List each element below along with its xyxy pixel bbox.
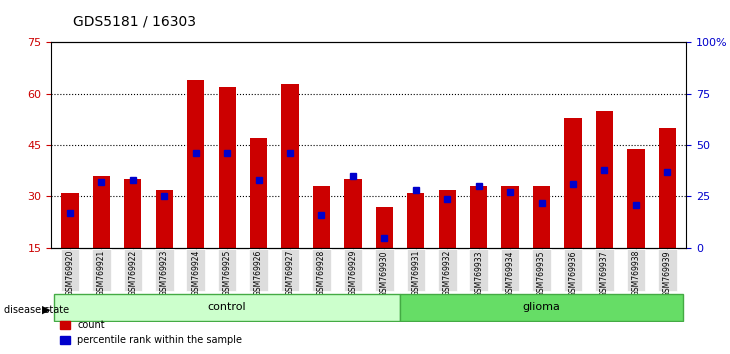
- Bar: [407, 193, 424, 248]
- FancyBboxPatch shape: [375, 249, 393, 291]
- FancyBboxPatch shape: [658, 249, 677, 291]
- Text: GSM769933: GSM769933: [474, 250, 483, 297]
- Bar: [658, 128, 676, 248]
- FancyBboxPatch shape: [54, 293, 400, 321]
- Text: glioma: glioma: [523, 302, 561, 312]
- Bar: [155, 190, 173, 248]
- Text: control: control: [208, 302, 247, 312]
- Text: GDS5181 / 16303: GDS5181 / 16303: [73, 14, 196, 28]
- Bar: [533, 186, 550, 248]
- FancyBboxPatch shape: [61, 249, 80, 291]
- FancyBboxPatch shape: [186, 249, 205, 291]
- Text: disease state: disease state: [4, 305, 69, 315]
- FancyBboxPatch shape: [407, 249, 425, 291]
- Bar: [470, 186, 488, 248]
- Text: GSM769932: GSM769932: [443, 250, 452, 296]
- FancyBboxPatch shape: [123, 249, 142, 291]
- Bar: [627, 149, 645, 248]
- Text: GSM769939: GSM769939: [663, 250, 672, 297]
- Text: GSM769926: GSM769926: [254, 250, 263, 296]
- Bar: [502, 186, 519, 248]
- FancyBboxPatch shape: [344, 249, 362, 291]
- Bar: [250, 138, 267, 248]
- Text: GSM769925: GSM769925: [223, 250, 231, 296]
- FancyBboxPatch shape: [438, 249, 456, 291]
- Text: GSM769921: GSM769921: [97, 250, 106, 296]
- FancyBboxPatch shape: [595, 249, 614, 291]
- FancyBboxPatch shape: [532, 249, 551, 291]
- FancyBboxPatch shape: [312, 249, 331, 291]
- FancyBboxPatch shape: [155, 249, 174, 291]
- Bar: [124, 179, 142, 248]
- FancyBboxPatch shape: [564, 249, 583, 291]
- Bar: [93, 176, 110, 248]
- Text: ▶: ▶: [42, 305, 51, 315]
- Bar: [439, 190, 456, 248]
- FancyBboxPatch shape: [250, 249, 268, 291]
- FancyBboxPatch shape: [501, 249, 520, 291]
- Bar: [61, 193, 79, 248]
- Text: GSM769922: GSM769922: [128, 250, 137, 296]
- Bar: [187, 80, 204, 248]
- Text: GSM769935: GSM769935: [537, 250, 546, 297]
- Bar: [281, 84, 299, 248]
- Text: GSM769927: GSM769927: [285, 250, 294, 296]
- Text: GSM769924: GSM769924: [191, 250, 200, 296]
- Text: GSM769931: GSM769931: [411, 250, 420, 296]
- Text: GSM769938: GSM769938: [631, 250, 640, 296]
- Text: GSM769934: GSM769934: [506, 250, 515, 297]
- Bar: [345, 179, 361, 248]
- FancyBboxPatch shape: [218, 249, 237, 291]
- Text: GSM769920: GSM769920: [66, 250, 74, 296]
- FancyBboxPatch shape: [469, 249, 488, 291]
- Text: GSM769930: GSM769930: [380, 250, 389, 297]
- Bar: [596, 111, 613, 248]
- FancyBboxPatch shape: [281, 249, 299, 291]
- Bar: [313, 186, 330, 248]
- Text: GSM769936: GSM769936: [569, 250, 577, 297]
- Legend: count, percentile rank within the sample: count, percentile rank within the sample: [56, 316, 246, 349]
- Text: GSM769929: GSM769929: [348, 250, 358, 296]
- FancyBboxPatch shape: [400, 293, 683, 321]
- Text: GSM769928: GSM769928: [317, 250, 326, 296]
- Bar: [218, 87, 236, 248]
- FancyBboxPatch shape: [92, 249, 111, 291]
- Text: GSM769923: GSM769923: [160, 250, 169, 296]
- Text: GSM769937: GSM769937: [600, 250, 609, 297]
- Bar: [376, 207, 393, 248]
- FancyBboxPatch shape: [626, 249, 645, 291]
- Bar: [564, 118, 582, 248]
